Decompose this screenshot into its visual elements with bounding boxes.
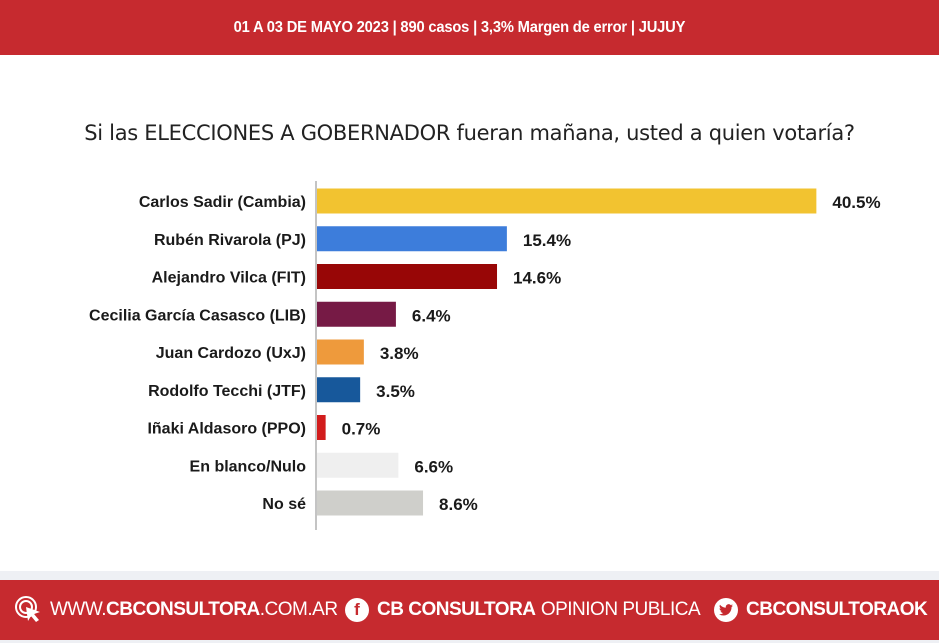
value-label: 3.5%: [376, 382, 415, 401]
web-suffix: .COM.AR: [259, 599, 338, 620]
bar: [317, 339, 364, 365]
twitter-icon: [714, 598, 738, 622]
category-label: Iñaki Aldasoro (PPO): [147, 421, 306, 438]
bar: [317, 490, 424, 516]
website-link[interactable]: WWW. CBCONSULTORA .COM.AR: [14, 595, 338, 625]
web-prefix: WWW.: [50, 599, 107, 620]
bar: [317, 301, 396, 327]
value-label: 6.6%: [414, 457, 453, 476]
value-label: 15.4%: [523, 231, 571, 250]
category-label: Carlos Sadir (Cambia): [139, 194, 306, 211]
facebook-icon: f: [345, 598, 369, 622]
value-label: 3.8%: [380, 344, 419, 363]
value-label: 8.6%: [439, 495, 478, 514]
bar: [317, 452, 399, 478]
bar-chart: Carlos Sadir (Cambia) 40.5% Rubén Rivarola…: [89, 181, 881, 530]
category-label: Rodolfo Tecchi (JTF): [148, 383, 306, 400]
value-label: 6.4%: [412, 306, 451, 325]
facebook-link[interactable]: f CB CONSULTORA OPINION PUBLICA: [345, 598, 701, 622]
footer-banner: WWW. CBCONSULTORA .COM.AR f CB CONSULTORA …: [0, 580, 939, 640]
category-label: Juan Cardozo (UxJ): [156, 345, 306, 362]
category-label: Rubén Rivarola (PJ): [154, 232, 306, 249]
twitter-handle: CBCONSULTORAOK: [746, 599, 928, 620]
header-banner: 01 A 03 DE MAYO 2023 | 890 casos | 3,3% …: [0, 0, 939, 55]
web-bold: CBCONSULTORA: [106, 599, 260, 620]
value-label: 14.6%: [513, 269, 561, 288]
bar: [317, 377, 361, 403]
facebook-bold: CB CONSULTORA: [377, 599, 536, 620]
bar: [317, 226, 507, 252]
category-label: No sé: [262, 496, 306, 513]
value-label: 0.7%: [342, 420, 381, 439]
survey-info: 01 A 03 DE MAYO 2023 | 890 casos | 3,3% …: [233, 18, 686, 36]
bar: [317, 415, 326, 440]
category-label: En blanco/Nulo: [190, 458, 307, 475]
category-label: Cecilia García Casasco (LIB): [89, 307, 306, 324]
cursor-click-icon: [15, 596, 40, 622]
bar: [317, 188, 817, 214]
bar: [317, 264, 498, 289]
twitter-link[interactable]: CBCONSULTORAOK: [714, 598, 928, 622]
chart-title: Si las ELECCIONES A GOBERNADOR fueran ma…: [84, 121, 855, 145]
category-label: Alejandro Vilca (FIT): [152, 270, 306, 287]
value-label: 40.5%: [832, 193, 880, 212]
facebook-light: OPINION PUBLICA: [540, 599, 701, 620]
